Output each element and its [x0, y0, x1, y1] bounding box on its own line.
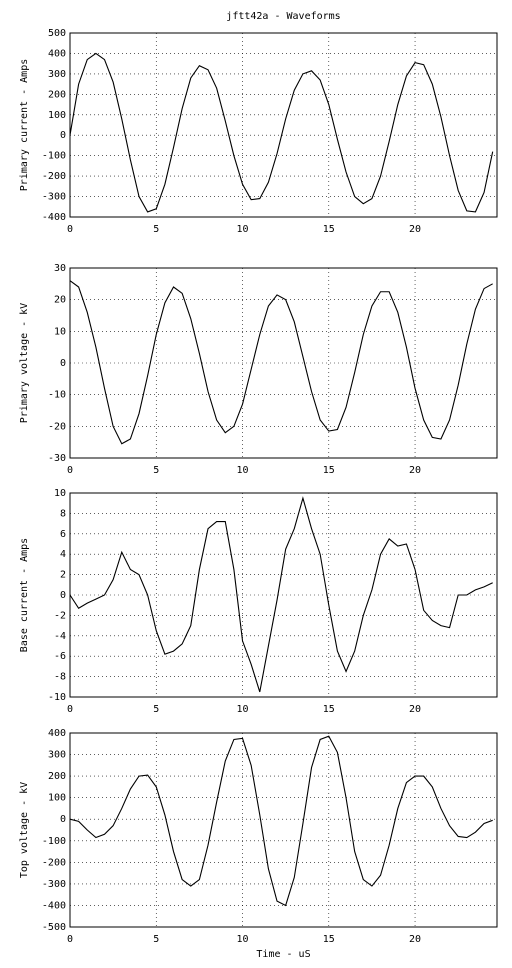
- plot-frame: [69, 732, 498, 928]
- y-tick-label: 100: [48, 110, 66, 121]
- y-tick-label: -500: [42, 922, 66, 933]
- y-tick-label: 30: [54, 263, 66, 274]
- y-tick-label: -6: [54, 651, 66, 662]
- y-tick-label: 400: [48, 728, 66, 739]
- y-tick-label: 0: [60, 130, 66, 141]
- x-tick-label: 5: [153, 704, 159, 715]
- y-tick-label: 0: [60, 590, 66, 601]
- y-tick-label: 2: [60, 570, 66, 581]
- waveform-line: [69, 735, 493, 907]
- y-tick-label: -10: [48, 390, 66, 401]
- x-tick-label: 15: [323, 465, 335, 476]
- y-tick-label: 4: [60, 549, 66, 560]
- x-tick-label: 5: [153, 934, 159, 945]
- y-tick-label: -30: [48, 453, 66, 464]
- x-tick-label: 10: [237, 934, 249, 945]
- y-tick-label: -200: [42, 857, 66, 868]
- x-tick-label: 0: [67, 224, 73, 235]
- y-tick-label: -300: [42, 192, 66, 203]
- y-tick-label: -4: [54, 631, 66, 642]
- y-tick-label: 400: [48, 48, 66, 59]
- y-tick-label: -2: [54, 610, 66, 621]
- y-tick-label: 100: [48, 793, 66, 804]
- waveform-line: [69, 52, 494, 213]
- x-tick-label: 20: [409, 465, 421, 476]
- y-axis-label: Top voltage - kV: [19, 782, 30, 878]
- y-tick-label: 200: [48, 771, 66, 782]
- x-tick-label: 0: [67, 704, 73, 715]
- x-tick-label: 20: [409, 934, 421, 945]
- x-tick-label: 20: [409, 224, 421, 235]
- y-tick-label: 200: [48, 89, 66, 100]
- y-tick-label: -10: [48, 692, 66, 703]
- x-tick-label: 20: [409, 704, 421, 715]
- x-axis-label: Time - uS: [256, 949, 310, 960]
- waveform-line: [69, 280, 493, 445]
- y-axis-label: Primary voltage - kV: [19, 303, 30, 423]
- y-tick-label: 0: [60, 358, 66, 369]
- y-tick-label: 500: [48, 28, 66, 39]
- x-tick-label: 15: [323, 934, 335, 945]
- y-axis-label: Primary current - Amps: [19, 59, 30, 191]
- x-tick-label: 10: [237, 704, 249, 715]
- y-tick-label: -300: [42, 879, 66, 890]
- y-tick-label: 20: [54, 295, 66, 306]
- y-tick-label: 8: [60, 508, 66, 519]
- x-tick-label: 0: [67, 934, 73, 945]
- x-tick-label: 5: [153, 465, 159, 476]
- y-tick-label: 6: [60, 529, 66, 540]
- y-tick-label: -400: [42, 212, 66, 223]
- y-axis-label: Base current - Amps: [19, 538, 30, 652]
- y-tick-label: -100: [42, 836, 66, 847]
- y-tick-label: -400: [42, 900, 66, 911]
- y-tick-label: -100: [42, 151, 66, 162]
- chart-title: jftt42a - Waveforms: [226, 11, 340, 22]
- x-tick-label: 15: [323, 704, 335, 715]
- plot-frame: [69, 32, 498, 218]
- y-tick-label: 10: [54, 488, 66, 499]
- y-tick-label: -200: [42, 171, 66, 182]
- x-tick-label: 15: [323, 224, 335, 235]
- y-tick-label: 300: [48, 69, 66, 80]
- x-tick-label: 0: [67, 465, 73, 476]
- y-tick-label: -20: [48, 421, 66, 432]
- y-tick-label: 0: [60, 814, 66, 825]
- y-tick-label: 10: [54, 326, 66, 337]
- waveform-line: [69, 496, 493, 693]
- x-tick-label: 5: [153, 224, 159, 235]
- plot-frame: [69, 267, 498, 459]
- y-tick-label: -8: [54, 672, 66, 683]
- x-tick-label: 10: [237, 224, 249, 235]
- x-tick-label: 10: [237, 465, 249, 476]
- y-tick-label: 300: [48, 750, 66, 761]
